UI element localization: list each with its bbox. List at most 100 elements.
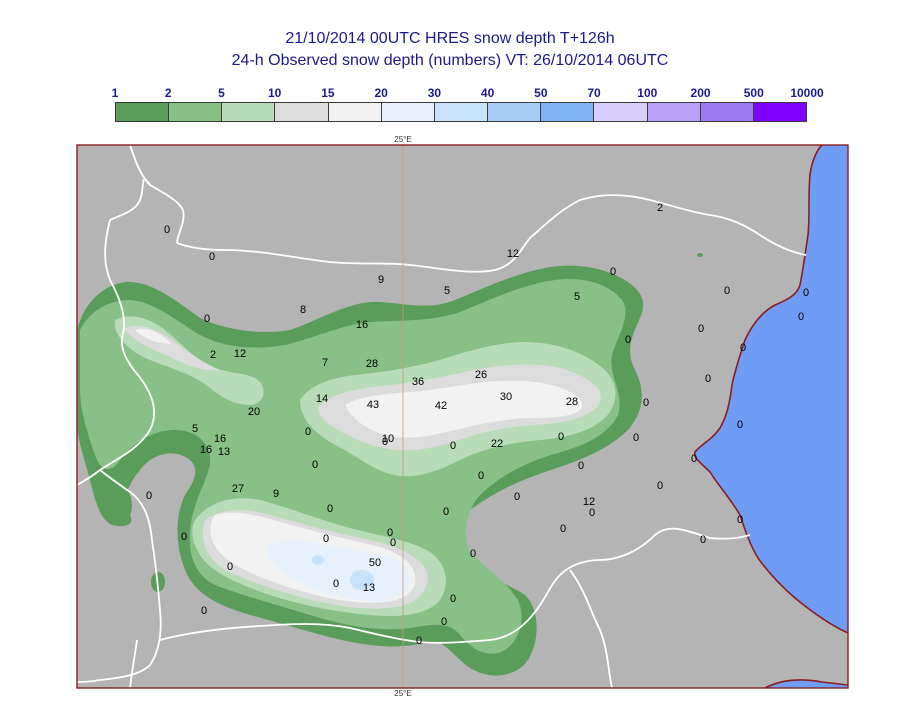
observation-value: 0: [305, 426, 311, 438]
observation-value: 50: [369, 557, 381, 569]
observation-value: 16: [214, 433, 226, 445]
legend-swatch: [275, 103, 329, 121]
observation-value: 12: [583, 496, 595, 508]
legend-labels: 1 2 5 10 15 20 30 40 50 70 100 200 500 10000: [0, 86, 900, 102]
legend-swatch: [381, 103, 435, 121]
coastline: [693, 145, 848, 688]
observation-value: 12: [507, 248, 519, 260]
observation-value: 5: [192, 423, 198, 435]
black-sea: [694, 145, 848, 688]
snow-depth-zone-30-40: [350, 570, 374, 590]
observation-value: 0: [798, 311, 804, 323]
observation-value: 0: [181, 531, 187, 543]
observation-value: 28: [366, 358, 378, 370]
legend-label: 10: [268, 86, 282, 100]
observation-value: 13: [218, 446, 230, 458]
observation-value: 0: [312, 459, 318, 471]
observation-value: 20: [248, 406, 260, 418]
legend-label: 50: [534, 86, 548, 100]
country-borders: [77, 145, 807, 688]
legend-swatch: [328, 103, 382, 121]
observation-value: 0: [327, 503, 333, 515]
observation-value: 0: [803, 287, 809, 299]
observation-value: 0: [737, 514, 743, 526]
legend-swatch: [434, 103, 489, 121]
observation-value: 27: [232, 483, 244, 495]
observation-value: 30: [500, 391, 512, 403]
observation-value: 0: [146, 490, 152, 502]
observation-value: 0: [558, 431, 564, 443]
observation-value: 28: [566, 396, 578, 408]
legend-swatch: [753, 103, 807, 121]
legend-color-bar: [115, 102, 807, 122]
map-title-line2: 24-h Observed snow depth (numbers) VT: 2…: [231, 52, 669, 69]
snow-patch: [104, 485, 132, 525]
observation-value: 0: [390, 537, 396, 549]
observation-value: 0: [691, 453, 697, 465]
observation-value: 0: [387, 527, 393, 539]
legend-swatch: [541, 103, 595, 121]
observation-value: 0: [578, 460, 584, 472]
legend-label: 200: [690, 86, 711, 100]
observation-value: 0: [450, 440, 456, 452]
observation-value: 0: [470, 548, 476, 560]
observation-value: 0: [478, 470, 484, 482]
observation-value: 13: [363, 582, 375, 594]
legend-label: 1: [111, 86, 119, 100]
legend-label: 10000: [790, 86, 824, 100]
legend-swatch: [116, 103, 170, 121]
legend-swatch: [700, 103, 754, 121]
observation-value: 43: [367, 399, 379, 411]
observation-value: 5: [444, 285, 450, 297]
observation-value: 0: [323, 533, 329, 545]
observation-value: 16: [200, 444, 212, 456]
legend-swatch: [169, 103, 223, 121]
legend-swatch: [594, 103, 648, 121]
observation-value: 42: [435, 400, 447, 412]
map-title-line1: 21/10/2014 00UTC HRES snow depth T+126h: [285, 30, 615, 47]
observation-value: 0: [724, 285, 730, 297]
observation-value: 0: [643, 397, 649, 409]
observation-value: 0: [740, 342, 746, 354]
observation-value: 26: [475, 369, 487, 381]
observation-value: 0: [560, 523, 566, 535]
observation-value: 0: [416, 635, 422, 647]
snow-depth-zone-30-40: [312, 555, 324, 565]
legend-label: 40: [480, 86, 495, 100]
snow-patch: [697, 253, 703, 257]
legend-swatch: [647, 103, 701, 121]
observation-value: 0: [589, 507, 595, 519]
observation-value: 22: [491, 438, 503, 450]
observation-value: 0: [204, 313, 210, 325]
observation-value: 0: [333, 578, 339, 590]
observation-value: 0: [209, 251, 215, 263]
legend-swatch: [488, 103, 542, 121]
observation-value: 0: [625, 334, 631, 346]
observation-value: 0: [698, 323, 704, 335]
observation-value: 14: [316, 393, 328, 405]
snow-depth-zone-20-30: [267, 540, 411, 602]
observation-value: 0: [705, 373, 711, 385]
observation-value: 0: [227, 561, 233, 573]
legend-label: 500: [743, 86, 764, 100]
observation-value: 8: [300, 304, 306, 316]
observation-value: 0: [382, 436, 388, 448]
observation-value: 2: [210, 349, 216, 361]
observation-value: 16: [356, 319, 368, 331]
observation-value: 0: [633, 432, 639, 444]
observation-value: 0: [201, 605, 207, 617]
legend-label: 100: [637, 86, 658, 100]
legend-label: 70: [587, 86, 601, 100]
observation-value: 5: [574, 291, 580, 303]
observation-value: 0: [657, 480, 663, 492]
observation-value: 10: [382, 433, 394, 445]
observation-value: 7: [322, 357, 328, 369]
legend-label: 30: [427, 86, 442, 100]
legend-swatch: [222, 103, 276, 121]
legend-label: 5: [218, 86, 225, 100]
observation-value: 9: [273, 488, 279, 500]
legend-label: 20: [374, 86, 388, 100]
observation-value: 0: [514, 491, 520, 503]
